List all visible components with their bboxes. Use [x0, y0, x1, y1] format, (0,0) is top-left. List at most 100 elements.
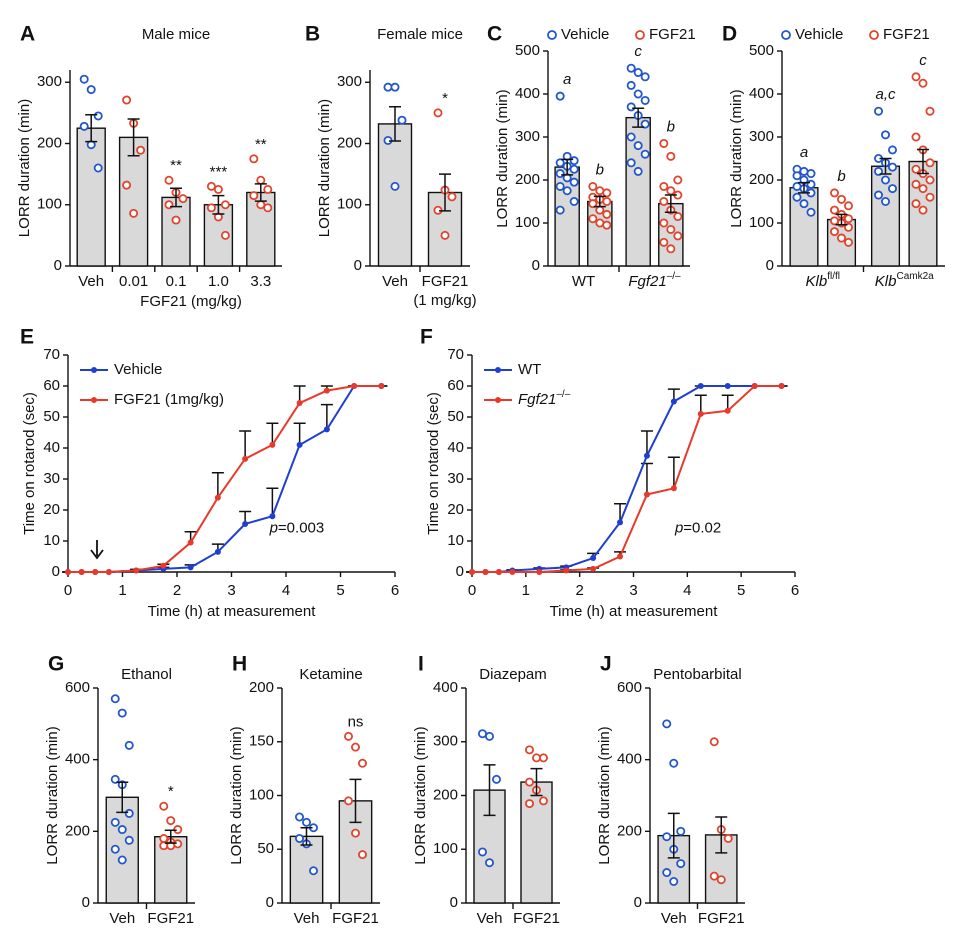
- data-point: [539, 753, 549, 763]
- error-bar: [85, 113, 98, 143]
- y-tick-label: 30: [447, 470, 464, 487]
- data-point: [829, 227, 839, 237]
- y-axis-label: LORR duration (min): [412, 726, 429, 864]
- y-tick-label: 10: [43, 532, 60, 549]
- data-point: [843, 214, 853, 224]
- panel-title: Ketamine: [299, 666, 362, 683]
- series-marker: [778, 383, 785, 389]
- p-value: p=0.003: [269, 520, 325, 537]
- x-tick-label: 5: [336, 582, 344, 599]
- error-bar: [266, 422, 279, 445]
- data-point: [918, 78, 928, 88]
- data-point: [569, 156, 579, 166]
- y-tick-label: 200: [37, 134, 62, 151]
- data-point: [294, 834, 304, 844]
- y-tick-label: 400: [617, 751, 642, 768]
- data-point: [136, 145, 146, 155]
- y-tick-label: 60: [43, 377, 60, 394]
- data-point: [171, 215, 181, 225]
- data-point: [249, 154, 259, 164]
- y-tick-label: 0: [54, 257, 62, 274]
- data-point: [164, 175, 174, 185]
- data-point: [626, 132, 636, 142]
- data-point: [911, 132, 921, 142]
- error-bar: [164, 829, 177, 844]
- y-tick-label: 300: [515, 128, 540, 145]
- error-bar: [320, 403, 333, 430]
- y-tick-label: 40: [43, 439, 60, 456]
- data-point: [484, 858, 494, 868]
- dose-arrow: [90, 540, 104, 560]
- data-point: [206, 203, 216, 213]
- data-point: [124, 740, 134, 750]
- data-point: [633, 141, 643, 151]
- significance-label: *: [442, 90, 448, 107]
- data-point: [925, 192, 935, 202]
- series-marker: [670, 398, 677, 405]
- group-letter: a: [800, 144, 808, 161]
- series-marker: [351, 383, 358, 389]
- x-tick-label: 1: [118, 582, 126, 599]
- data-point: [539, 796, 549, 806]
- data-point: [555, 169, 565, 179]
- y-axis-label: Time on rotarod (sec): [425, 392, 442, 535]
- data-point: [110, 844, 120, 854]
- x-axis-label: Time (h) at measurement: [148, 603, 317, 620]
- data-point: [626, 102, 636, 112]
- legend-label: Vehicle: [795, 26, 843, 43]
- data-point: [874, 106, 884, 116]
- series-line: [68, 385, 382, 573]
- error-bar: [835, 213, 848, 226]
- text-part: =0.02: [683, 520, 721, 537]
- data-point: [122, 95, 132, 105]
- series-marker: [323, 426, 330, 433]
- data-point: [716, 875, 726, 885]
- legend-marker: [495, 367, 501, 373]
- significance-label: ns: [348, 713, 364, 730]
- series-marker: [469, 569, 475, 575]
- data-point: [666, 186, 676, 196]
- series-marker: [269, 513, 276, 520]
- data-point: [925, 106, 935, 116]
- error-bar: [632, 107, 645, 128]
- series-marker: [724, 383, 731, 389]
- data-point: [433, 108, 443, 118]
- y-tick-label: 0: [52, 563, 60, 580]
- data-point: [477, 847, 487, 857]
- data-point: [836, 233, 846, 243]
- text-part: FGF21: [422, 273, 469, 290]
- series-marker: [617, 553, 624, 560]
- data-point: [122, 180, 132, 190]
- y-tick-label: 0: [456, 563, 464, 580]
- significance-label: **: [255, 136, 267, 153]
- text-part: Fgf21: [518, 391, 556, 408]
- data-point: [440, 230, 450, 240]
- x-tick-label: 2: [173, 582, 181, 599]
- data-point: [829, 205, 839, 215]
- series-marker: [65, 569, 71, 575]
- series-marker: [242, 520, 249, 527]
- data-point: [602, 209, 612, 219]
- y-tick-label: 50: [447, 408, 464, 425]
- x-tick-label: FGF21 (1 mg/kg): [413, 273, 476, 309]
- x-tick-label: 0.01: [119, 273, 148, 290]
- data-point: [709, 737, 719, 747]
- x-axis-label: Time (h) at measurement: [550, 603, 719, 620]
- x-tick-label: 3: [227, 582, 235, 599]
- data-point: [220, 200, 230, 210]
- y-tick-label: 0: [354, 257, 362, 274]
- y-tick-label: 70: [43, 346, 60, 363]
- panel-letter: B: [305, 23, 320, 46]
- panel-letter: J: [600, 653, 612, 676]
- data-point: [633, 89, 643, 99]
- data-point: [799, 199, 809, 209]
- error-bar: [667, 456, 680, 489]
- y-tick-label: 70: [447, 346, 464, 363]
- y-tick-label: 300: [37, 73, 62, 90]
- series-marker: [323, 387, 330, 394]
- data-point: [662, 719, 672, 729]
- data-point: [588, 181, 598, 191]
- series-marker: [697, 383, 704, 389]
- data-point: [659, 237, 669, 247]
